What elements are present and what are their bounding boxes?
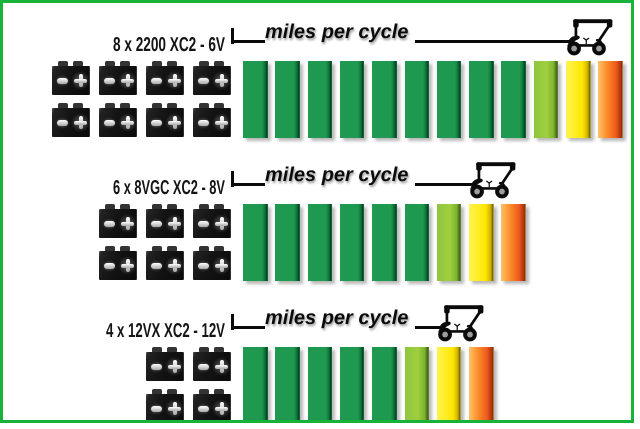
svg-text:6 x 8VGC XC2 - 8V: 6 x 8VGC XC2 - 8V [113,177,225,199]
svg-text:miles per cycle: miles per cycle [265,21,408,43]
svg-text:8 x 2200 XC2 - 6V: 8 x 2200 XC2 - 6V [113,34,225,56]
svg-text:miles per cycle: miles per cycle [265,164,408,186]
svg-text:miles per cycle: miles per cycle [265,307,408,329]
svg-text:4 x 12VX XC2 - 12V: 4 x 12VX XC2 - 12V [106,320,225,342]
